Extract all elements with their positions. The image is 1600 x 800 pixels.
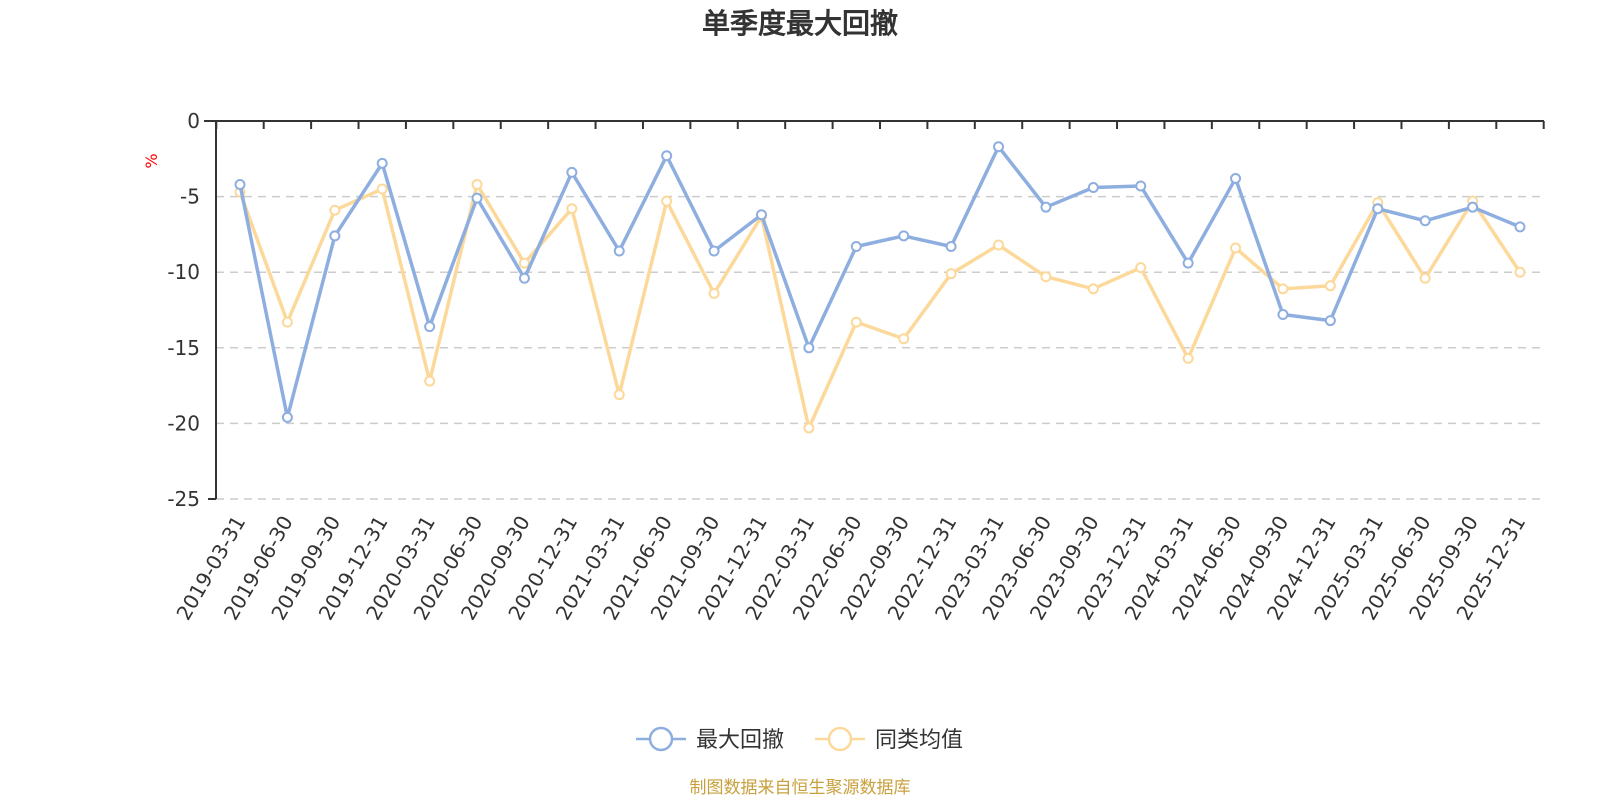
data-point-1[interactable]	[1419, 215, 1431, 227]
data-point-1[interactable]	[945, 240, 957, 252]
data-point-1[interactable]	[376, 157, 388, 169]
y-axis-unit-label: %	[142, 153, 161, 168]
data-point-2[interactable]	[518, 257, 530, 269]
data-point-1[interactable]	[471, 192, 483, 204]
y-tick-labels: 0 -5 -10 -15 -20 -25	[167, 109, 200, 511]
data-point-1[interactable]	[1087, 182, 1099, 194]
data-point-2[interactable]	[708, 287, 720, 299]
data-point-2[interactable]	[613, 389, 625, 401]
y-tick-label: -5	[180, 185, 200, 209]
data-point-1[interactable]	[1324, 315, 1336, 327]
x-tick-labels: 2019-03-312019-06-302019-09-302019-12-31…	[171, 512, 1530, 625]
data-point-2[interactable]	[471, 179, 483, 191]
data-point-2[interactable]	[424, 375, 436, 387]
data-point-2[interactable]	[1182, 352, 1194, 364]
gridlines	[216, 195, 1544, 500]
data-point-1[interactable]	[755, 209, 767, 221]
data-point-1[interactable]	[898, 230, 910, 242]
legend-item-2[interactable]: 同类均值	[815, 726, 963, 753]
y-tick-label: -15	[167, 336, 200, 360]
data-point-1[interactable]	[1372, 203, 1384, 215]
legend-label: 最大回撤	[696, 728, 784, 753]
data-point-2[interactable]	[803, 422, 815, 434]
series-line-1	[238, 144, 1522, 420]
data-point-1[interactable]	[1230, 172, 1242, 184]
data-point-2[interactable]	[1135, 262, 1147, 274]
data-source-note: 制图数据来自恒生聚源数据库	[690, 778, 911, 798]
data-point-2[interactable]	[281, 316, 293, 328]
legend-item-1[interactable]: 最大回撤	[636, 726, 784, 753]
data-point-1[interactable]	[281, 411, 293, 423]
data-point-1[interactable]	[1040, 201, 1052, 213]
data-point-1[interactable]	[329, 230, 341, 242]
legend-label: 同类均值	[875, 728, 963, 753]
data-point-1[interactable]	[1135, 180, 1147, 192]
data-point-2[interactable]	[850, 316, 862, 328]
y-tick-label: -20	[167, 411, 200, 435]
axes	[204, 120, 1545, 500]
data-point-2[interactable]	[1277, 283, 1289, 295]
series-lines	[234, 141, 1526, 434]
data-point-2[interactable]	[993, 239, 1005, 251]
data-point-2[interactable]	[1419, 272, 1431, 284]
data-point-2[interactable]	[898, 333, 910, 345]
chart-title: 单季度最大回撤	[702, 7, 898, 40]
data-point-2[interactable]	[329, 204, 341, 216]
y-tick-label: -10	[167, 260, 200, 284]
data-point-1[interactable]	[1467, 201, 1479, 213]
data-point-2[interactable]	[566, 203, 578, 215]
data-point-1[interactable]	[613, 245, 625, 257]
data-point-2[interactable]	[1040, 271, 1052, 283]
data-point-2[interactable]	[1324, 280, 1336, 292]
data-point-2[interactable]	[1087, 283, 1099, 295]
series-line-2	[238, 182, 1522, 430]
data-point-1[interactable]	[661, 150, 673, 162]
data-point-2[interactable]	[1514, 266, 1526, 278]
data-point-1[interactable]	[1514, 221, 1526, 233]
data-point-1[interactable]	[1277, 309, 1289, 321]
data-point-2[interactable]	[376, 183, 388, 195]
data-point-1[interactable]	[566, 166, 578, 178]
data-point-1[interactable]	[234, 179, 246, 191]
data-point-2[interactable]	[661, 195, 673, 207]
data-point-1[interactable]	[803, 342, 815, 354]
y-tick-label: -25	[167, 487, 200, 511]
data-point-1[interactable]	[708, 245, 720, 257]
data-point-1[interactable]	[1182, 257, 1194, 269]
data-point-1[interactable]	[518, 272, 530, 284]
legend-circle-icon	[827, 726, 853, 752]
data-point-1[interactable]	[424, 321, 436, 333]
legend-circle-icon	[648, 726, 674, 752]
data-point-2[interactable]	[945, 268, 957, 280]
y-tick-label: 0	[187, 109, 200, 133]
legend: 最大回撤 同类均值	[636, 726, 963, 753]
data-point-1[interactable]	[993, 141, 1005, 153]
data-point-2[interactable]	[1230, 242, 1242, 254]
data-point-1[interactable]	[850, 240, 862, 252]
